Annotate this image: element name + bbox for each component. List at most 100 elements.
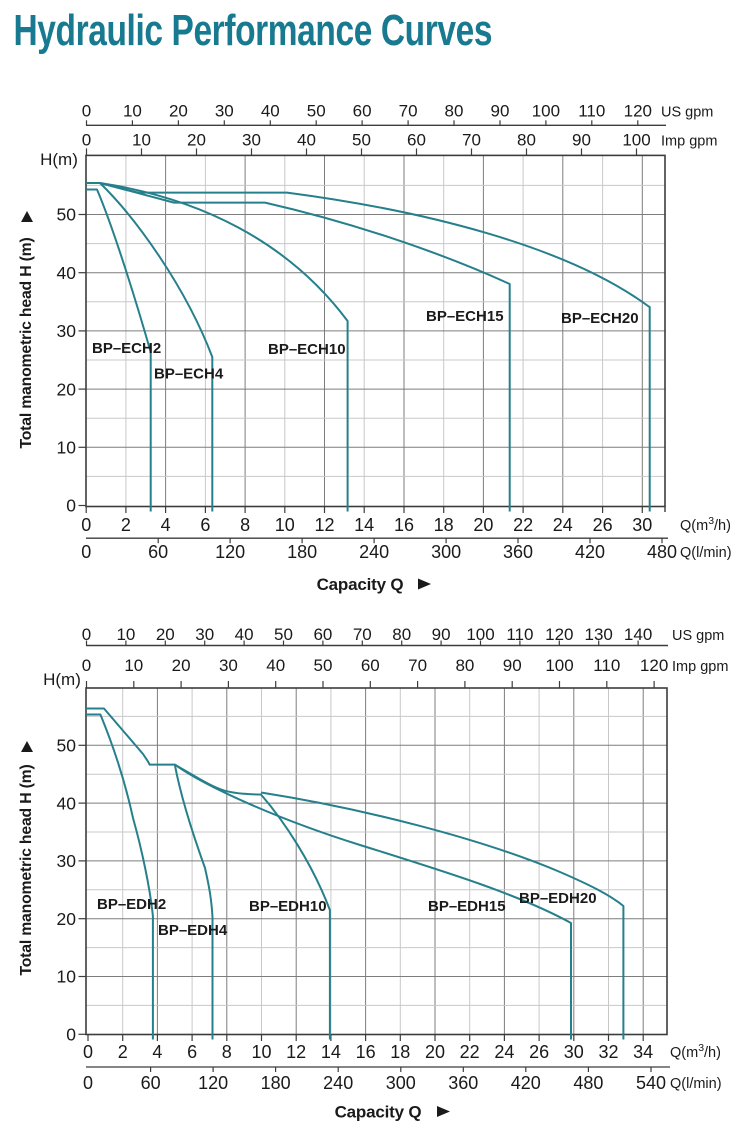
svg-text:Capacity Q: Capacity Q [335,1103,422,1122]
svg-text:20: 20 [473,515,493,535]
svg-text:180: 180 [287,542,317,562]
svg-text:30: 30 [57,321,77,341]
svg-text:34: 34 [633,1042,653,1062]
svg-text:BP–ECH4: BP–ECH4 [154,366,224,383]
svg-text:50: 50 [352,131,371,150]
svg-text:0: 0 [83,1073,93,1093]
svg-text:Imp gpm: Imp gpm [661,134,717,150]
svg-text:240: 240 [323,1073,353,1093]
svg-text:10: 10 [132,131,151,150]
svg-text:26: 26 [529,1042,549,1062]
svg-text:22: 22 [513,515,533,535]
svg-text:40: 40 [297,131,316,150]
svg-text:Total manometric head H (m): Total manometric head H (m) [18,764,35,975]
svg-text:Capacity Q: Capacity Q [317,575,404,594]
svg-text:32: 32 [598,1042,618,1062]
svg-text:18: 18 [434,515,454,535]
svg-text:16: 16 [394,515,414,535]
svg-text:80: 80 [445,102,464,121]
svg-text:10: 10 [124,656,143,675]
svg-text:20: 20 [425,1042,445,1062]
svg-text:140: 140 [624,625,652,644]
svg-text:0: 0 [66,1025,76,1045]
svg-text:40: 40 [235,625,254,644]
svg-text:22: 22 [460,1042,480,1062]
svg-text:US gpm: US gpm [661,105,713,121]
svg-text:H(m): H(m) [43,670,81,689]
svg-text:50: 50 [57,736,77,756]
svg-text:90: 90 [432,625,451,644]
svg-text:240: 240 [359,542,389,562]
svg-text:BP–EDH15: BP–EDH15 [428,898,506,915]
svg-text:BP–ECH2: BP–ECH2 [92,340,161,357]
svg-text:BP–EDH20: BP–EDH20 [519,890,597,907]
svg-text:40: 40 [261,102,280,121]
svg-text:120: 120 [545,625,573,644]
svg-text:20: 20 [57,909,77,929]
svg-text:50: 50 [57,205,77,225]
svg-text:420: 420 [575,542,605,562]
svg-text:0: 0 [82,625,91,644]
svg-text:H(m): H(m) [40,150,78,169]
svg-text:10: 10 [116,625,135,644]
svg-text:100: 100 [622,131,650,150]
svg-text:90: 90 [572,131,591,150]
svg-text:40: 40 [57,793,77,813]
svg-text:20: 20 [57,379,77,399]
svg-text:50: 50 [307,102,326,121]
svg-text:BP–ECH10: BP–ECH10 [268,341,346,358]
svg-text:2: 2 [118,1042,128,1062]
svg-text:16: 16 [356,1042,376,1062]
svg-text:30: 30 [219,656,238,675]
svg-text:10: 10 [123,102,142,121]
svg-text:14: 14 [354,515,374,535]
svg-text:130: 130 [585,625,613,644]
svg-text:6: 6 [200,515,210,535]
svg-text:80: 80 [455,656,474,675]
svg-text:0: 0 [82,102,91,121]
svg-text:6: 6 [187,1042,197,1062]
svg-text:80: 80 [392,625,411,644]
svg-text:0: 0 [66,496,76,516]
svg-text:70: 70 [399,102,418,121]
svg-text:24: 24 [494,1042,514,1062]
svg-text:90: 90 [503,656,522,675]
svg-text:100: 100 [545,656,573,675]
svg-text:30: 30 [242,131,261,150]
svg-text:70: 70 [408,656,427,675]
svg-text:30: 30 [57,851,77,871]
svg-text:0: 0 [82,656,91,675]
svg-text:Q(l/min): Q(l/min) [670,1076,722,1092]
svg-text:BP–EDH2: BP–EDH2 [97,896,166,913]
svg-text:110: 110 [593,656,620,675]
svg-text:BP–ECH20: BP–ECH20 [561,310,639,327]
svg-text:0: 0 [81,515,91,535]
svg-text:0: 0 [82,131,91,150]
svg-text:360: 360 [503,542,533,562]
svg-text:0: 0 [83,1042,93,1062]
svg-text:180: 180 [261,1073,291,1093]
svg-text:60: 60 [361,656,380,675]
svg-text:12: 12 [314,515,334,535]
svg-text:100: 100 [466,625,494,644]
svg-text:120: 120 [640,656,668,675]
svg-text:90: 90 [491,102,510,121]
svg-text:BP–EDH10: BP–EDH10 [249,898,327,915]
svg-text:30: 30 [632,515,652,535]
svg-text:12: 12 [286,1042,306,1062]
svg-text:40: 40 [266,656,285,675]
svg-text:Total manometric head H (m): Total manometric head H (m) [18,237,35,448]
svg-text:480: 480 [573,1073,603,1093]
svg-text:Q(m3/h): Q(m3/h) [680,515,731,534]
svg-text:30: 30 [195,625,214,644]
svg-text:Hydraulic Performance Curves: Hydraulic Performance Curves [14,7,493,55]
svg-text:120: 120 [624,102,652,121]
svg-text:60: 60 [353,102,372,121]
svg-text:10: 10 [251,1042,271,1062]
svg-text:300: 300 [386,1073,416,1093]
svg-text:Q(m3/h): Q(m3/h) [670,1042,721,1061]
svg-text:Imp gpm: Imp gpm [672,659,728,675]
svg-text:18: 18 [390,1042,410,1062]
svg-text:10: 10 [275,515,295,535]
svg-text:10: 10 [57,967,77,987]
